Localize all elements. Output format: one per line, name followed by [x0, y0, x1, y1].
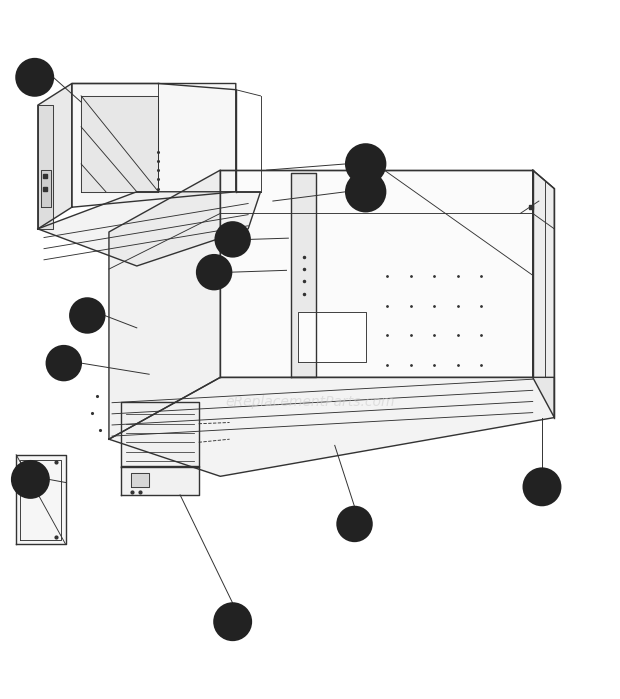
Text: eReplacementParts.com: eReplacementParts.com — [225, 395, 395, 409]
Text: 24: 24 — [22, 473, 38, 486]
Polygon shape — [109, 377, 554, 476]
Circle shape — [215, 222, 250, 257]
Polygon shape — [38, 105, 53, 229]
Text: 68b: 68b — [356, 187, 375, 196]
Text: 62: 62 — [27, 71, 43, 84]
Text: 13: 13 — [534, 480, 550, 493]
Text: 10: 10 — [206, 266, 222, 279]
Polygon shape — [122, 466, 198, 495]
Text: 68a: 68a — [356, 159, 375, 168]
Polygon shape — [38, 192, 260, 266]
Circle shape — [46, 346, 81, 380]
Circle shape — [346, 144, 386, 184]
Polygon shape — [220, 170, 533, 377]
Polygon shape — [122, 402, 198, 467]
Text: 25: 25 — [224, 615, 241, 628]
Circle shape — [337, 507, 372, 541]
Polygon shape — [533, 170, 554, 417]
Polygon shape — [81, 96, 159, 192]
Text: 1: 1 — [60, 356, 68, 370]
Circle shape — [523, 468, 560, 505]
Polygon shape — [41, 170, 51, 207]
Circle shape — [16, 59, 53, 96]
Text: 8: 8 — [229, 233, 237, 246]
Polygon shape — [131, 473, 149, 487]
Polygon shape — [109, 170, 220, 439]
Polygon shape — [38, 83, 72, 229]
Text: 9: 9 — [350, 517, 358, 531]
Polygon shape — [291, 173, 316, 377]
Text: 25: 25 — [79, 309, 95, 322]
Polygon shape — [16, 454, 66, 545]
Circle shape — [12, 461, 49, 498]
Circle shape — [346, 172, 386, 212]
Polygon shape — [72, 83, 236, 207]
Circle shape — [70, 298, 105, 333]
Polygon shape — [298, 312, 366, 362]
Circle shape — [214, 603, 251, 640]
Circle shape — [197, 255, 231, 289]
